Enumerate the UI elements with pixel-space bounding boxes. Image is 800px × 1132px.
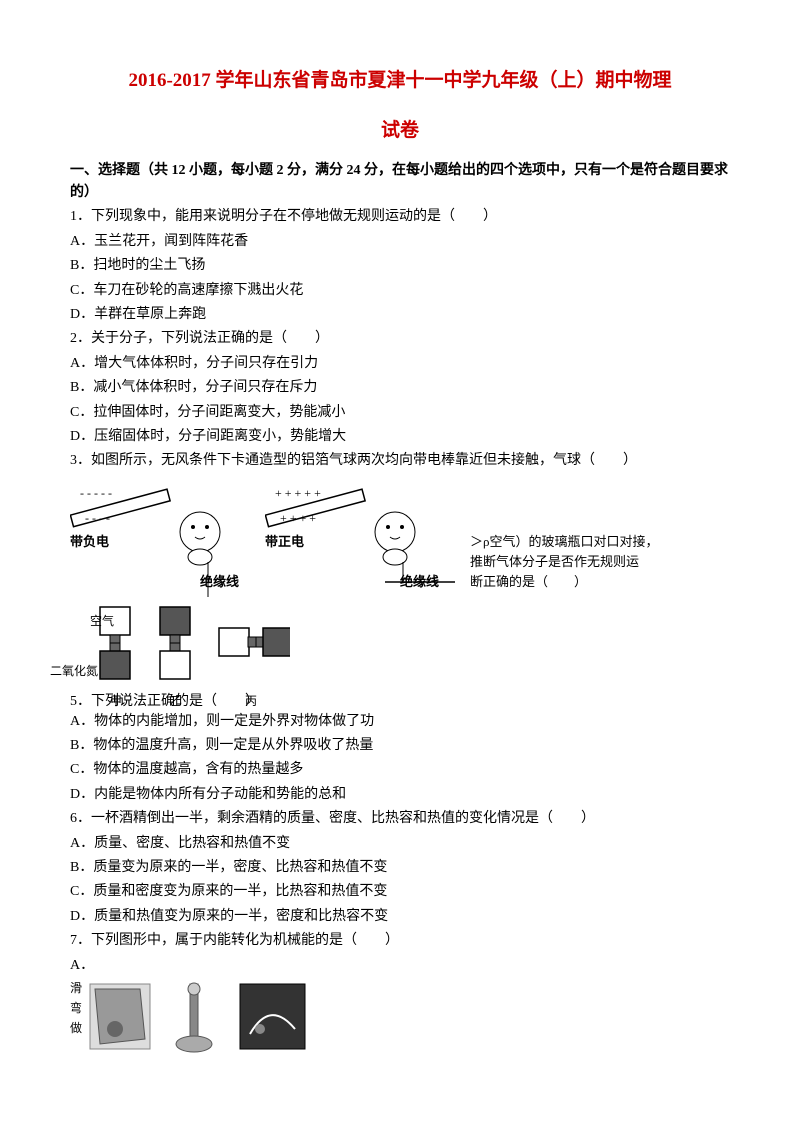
section-1-heading: 一、选择题（共 12 小题，每小题 2 分，满分 24 分，在每小题给出的四个选… [70, 160, 730, 205]
side-note-2: 推断气体分子是否作无规则运 [470, 552, 639, 573]
svg-text:- - - - -: - - - - - [80, 486, 112, 500]
svg-text:+ + + +: + + + + [280, 511, 316, 525]
q1-option-a: A．玉兰花开，闻到阵阵花香 [70, 231, 730, 253]
q7-img-2 [165, 979, 225, 1059]
q7-side-3: 做 [70, 1019, 82, 1038]
q2-option-d: D．压缩固体时，分子间距离变小，势能增大 [70, 426, 730, 448]
question-7: 7．下列图形中，属于内能转化为机械能的是（ ） [70, 930, 730, 952]
wire-line-2 [385, 562, 465, 592]
q7-img-1 [85, 979, 155, 1054]
air-label: 空气 [90, 612, 114, 631]
question-6: 6．一杯酒精倒出一半，剩余酒精的质量、密度、比热容和热值的变化情况是（ ） [70, 808, 730, 830]
negative-label: 带负电 [70, 532, 109, 553]
q6-option-c: C．质量和密度变为原来的一半，比热容和热值不变 [70, 881, 730, 903]
q6-option-b: B．质量变为原来的一半，密度、比热容和热值不变 [70, 857, 730, 879]
q5-option-d: D．内能是物体内所有分子动能和势能的总和 [70, 784, 730, 806]
exam-title-line2: 试卷 [70, 110, 730, 152]
diagram-row: - - - - - - - - - 带负电 绝缘线 + + + + + + + … [70, 477, 730, 707]
q6-option-d: D．质量和热值变为原来的一半，密度和比热容不变 [70, 906, 730, 928]
positive-label: 带正电 [265, 532, 304, 553]
q7-img-3 [235, 979, 310, 1054]
q5-option-b: B．物体的温度升高，则一定是从外界吸收了热量 [70, 735, 730, 757]
side-note-3: 断正确的是（ ） [470, 572, 587, 593]
question-5: 5．下列说法正确的是（ ） [70, 691, 259, 713]
svg-text:- - - -: - - - - [85, 511, 110, 525]
wire-line-1 [190, 562, 230, 602]
q6-option-a: A．质量、密度、比热容和热值不变 [70, 833, 730, 855]
positive-rod-diagram: + + + + + + + + + [265, 477, 445, 567]
q1-option-c: C．车刀在砂轮的高速摩擦下溅出火花 [70, 280, 730, 302]
q5-option-c: C．物体的温度越高，含有的热量越多 [70, 759, 730, 781]
question-2: 2．关于分子，下列说法正确的是（ ） [70, 328, 730, 350]
q2-option-b: B．减小气体体积时，分子间只存在斥力 [70, 377, 730, 399]
q2-option-c: C．拉伸固体时，分子间距离变大，势能减小 [70, 402, 730, 424]
q1-option-b: B．扫地时的尘土飞扬 [70, 255, 730, 277]
q5-option-a: A．物体的内能增加，则一定是外界对物体做了功 [70, 711, 730, 733]
question-3: 3．如图所示，无风条件下卡通造型的铝箔气球两次均向带电棒靠近但未接触，气球（ ） [70, 450, 730, 472]
q7-images-row: 滑 弯 做 [70, 979, 730, 1069]
no2-label: 二氧化氮 [50, 662, 98, 681]
side-note-1: ＞ρ空气）的玻璃瓶口对口对接， [470, 532, 659, 553]
question-1: 1．下列现象中，能用来说明分子在不停地做无规则运动的是（ ） [70, 206, 730, 228]
negative-rod-diagram: - - - - - - - - - [70, 477, 250, 567]
q1-option-d: D．羊群在草原上奔跑 [70, 304, 730, 326]
q7-side-2: 弯 [70, 999, 82, 1018]
q7-side-1: 滑 [70, 979, 82, 998]
exam-title-line1: 2016-2017 学年山东省青岛市夏津十一中学九年级（上）期中物理 [70, 60, 730, 102]
q2-option-a: A．增大气体体积时，分子间只存在引力 [70, 353, 730, 375]
svg-text:+ + + + +: + + + + + [275, 486, 321, 500]
q7-option-a: A． [70, 955, 730, 977]
